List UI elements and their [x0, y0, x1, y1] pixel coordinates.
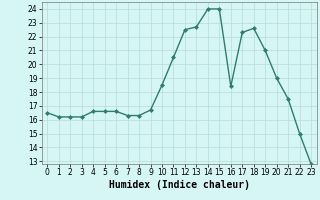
- X-axis label: Humidex (Indice chaleur): Humidex (Indice chaleur): [109, 180, 250, 190]
